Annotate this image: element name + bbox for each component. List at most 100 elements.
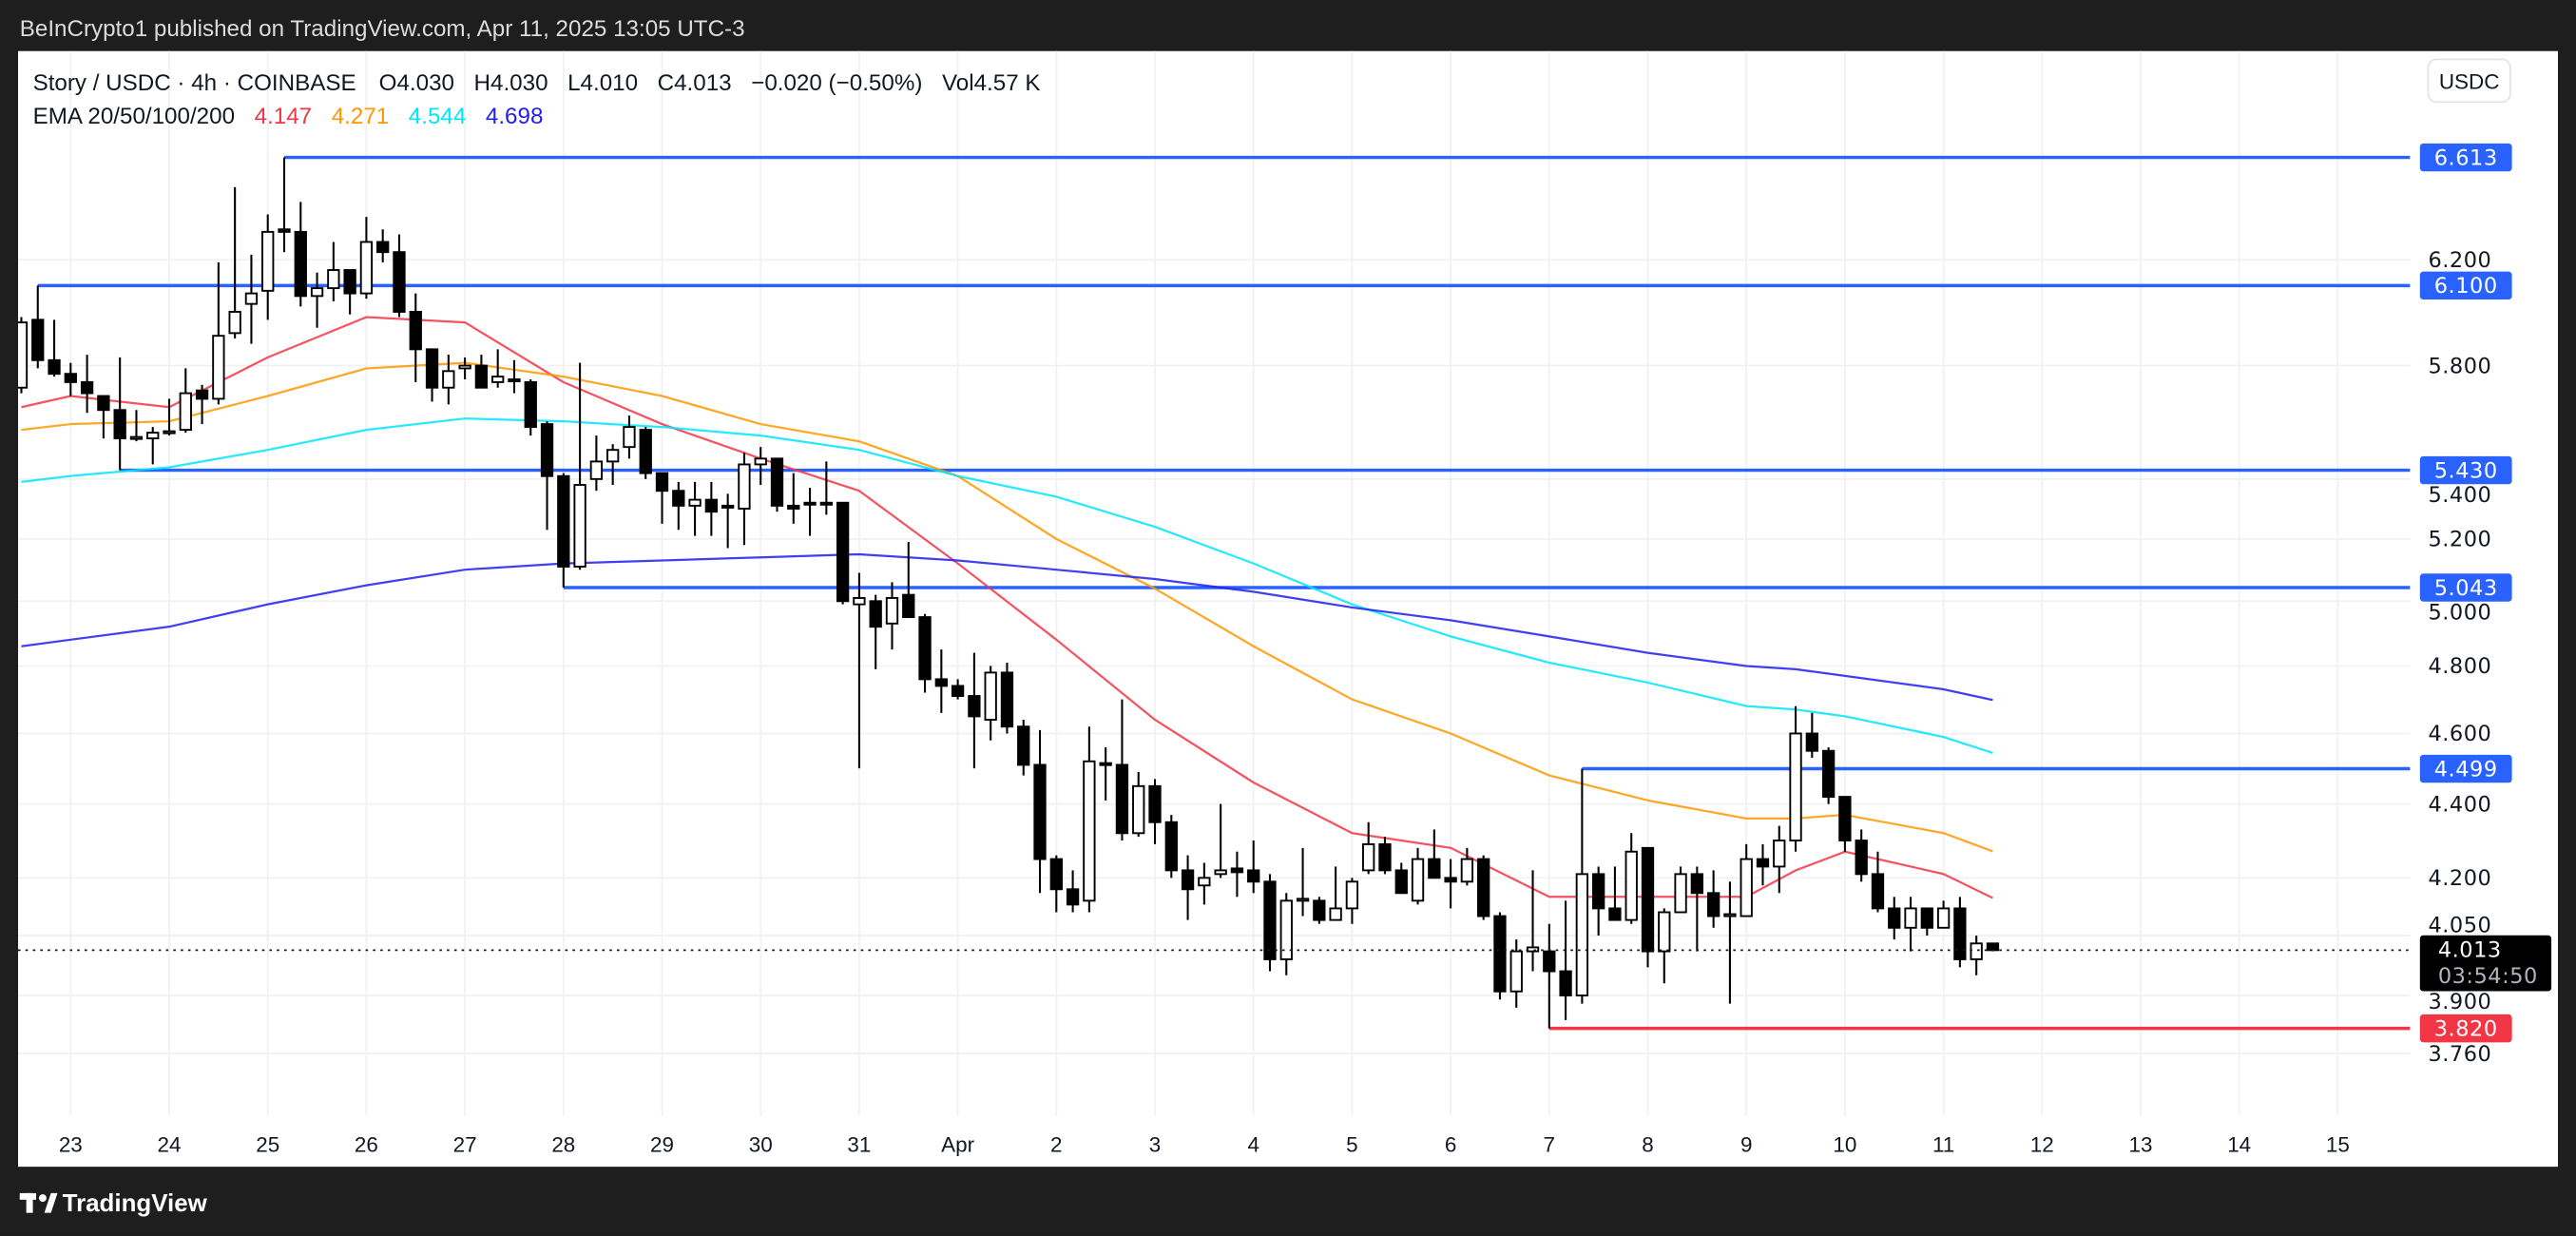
candle-down [1953,897,1967,968]
level-badge-label: 3.820 [2434,1016,2498,1041]
tradingview-logo-icon [19,1192,58,1213]
currency-button-bg[interactable] [2427,58,2511,104]
candle-down [540,421,554,531]
candle-down [672,481,685,531]
time-tick-label: Apr [941,1133,974,1157]
current-price-badge-bg [2419,935,2552,992]
price-tick-label: 5.800 [2428,354,2491,378]
candle-down [48,319,61,377]
candle-up [984,666,997,741]
candle-down [639,427,652,479]
tradingview-logo[interactable]: TradingView [19,1190,208,1217]
candle-body [1789,732,1802,841]
candle-body [80,380,94,395]
candle-up [212,261,225,405]
legend-ema50-value: 4.271 [332,104,390,129]
candle-body [1132,784,1145,835]
candle-down [1247,840,1260,894]
candle-down [1164,815,1178,879]
legend-symbol[interactable]: Story / USDC · 4h · COINBASE [33,70,356,96]
candle-down [1641,846,1655,968]
legend-ema100-value: 4.544 [409,104,467,129]
time-tick-label: 25 [256,1133,279,1157]
candle-body [1608,907,1622,921]
time-tick-label: 7 [1544,1133,1556,1157]
candle-up [1740,843,1753,917]
candle-body [721,504,735,509]
candle-body [589,460,604,480]
candle-body [1428,858,1441,879]
candle-up [1345,878,1359,924]
legend-ohlc-line: Story / USDC · 4h · COINBASE O4.030 H4.0… [33,70,1041,96]
candle-down [1181,855,1195,920]
candle-body [1970,942,1983,960]
price-badges: 6.613 6.100 5.430 5.043 4.499 3.820 [2419,143,2512,1043]
candle-body [902,593,915,619]
candle-body [129,435,144,440]
candle-body [343,269,356,295]
candle-body [1164,821,1178,872]
candle-down [343,269,356,315]
level-badge-label: 6.613 [2434,145,2498,170]
candle-body [704,498,719,513]
candle-body [359,241,374,295]
candle-up [1789,705,1802,852]
candle-body [1674,873,1687,914]
candle-up [163,398,176,436]
candle-body [836,501,850,603]
candle-body [1740,858,1753,917]
candle-body [557,474,570,568]
time-tick-label: 5 [1346,1133,1358,1157]
candle-down [1888,897,1901,940]
candle-up [1214,803,1227,879]
candle-down [1871,851,1885,913]
time-axis[interactable]: 23 24 25 26 27 28 29 30 31 Apr 2 3 4 5 6 7 8 9 10 11 12 13 14 1… [59,1133,2350,1157]
candle-body [1263,880,1277,960]
candle-down [1608,866,1622,921]
candle-down [80,355,94,414]
candle-down [1920,907,1933,937]
candle-body [228,311,241,335]
candle-up [442,355,455,405]
candle-body [18,321,29,389]
candle-body [1362,842,1375,872]
time-tick-label: 6 [1445,1133,1457,1157]
candle-up [754,447,767,486]
legend-low: L4.010 [567,70,638,96]
candle-body [1953,907,1967,960]
candle-body [540,423,554,477]
candle-down [376,229,390,262]
price-tick-label: 5.000 [2428,600,2491,625]
time-tick-label: 10 [1833,1133,1856,1157]
candle-up [1460,847,1474,886]
candle-up [228,186,241,339]
candle-body [655,472,669,492]
plot-area[interactable] [16,155,2411,1031]
candle-up [1723,881,1737,1004]
candle-up [1658,908,1671,984]
legend-close: C4.013 [658,70,732,96]
candle-body [1279,899,1293,960]
price-tick-label: 3.900 [2428,990,2491,1014]
candle-body [1871,873,1885,910]
candle-down [1394,862,1408,895]
candle-down [704,481,719,536]
candle-up [1509,939,1523,1008]
currency-button-label[interactable]: USDC [2439,69,2500,93]
legend-ema-label[interactable]: EMA 20/50/100/200 [33,104,235,129]
candle-up [1083,726,1096,913]
candle-up [1279,893,1293,975]
candle-down [1838,796,1852,852]
candle-body [1575,873,1589,996]
candle-down [918,613,932,693]
candle-down [1428,829,1441,879]
candle-up [589,435,604,492]
candle-down [655,472,669,524]
currency-button[interactable]: USDC [2427,58,2511,104]
candle-down [1855,829,1868,882]
price-axis[interactable]: 6.200 5.800 5.400 5.200 5.000 4.800 4.600 4.400… [2428,248,2491,1067]
candle-body [1230,867,1244,874]
candle-body [474,364,489,389]
candle-down [1115,699,1129,841]
